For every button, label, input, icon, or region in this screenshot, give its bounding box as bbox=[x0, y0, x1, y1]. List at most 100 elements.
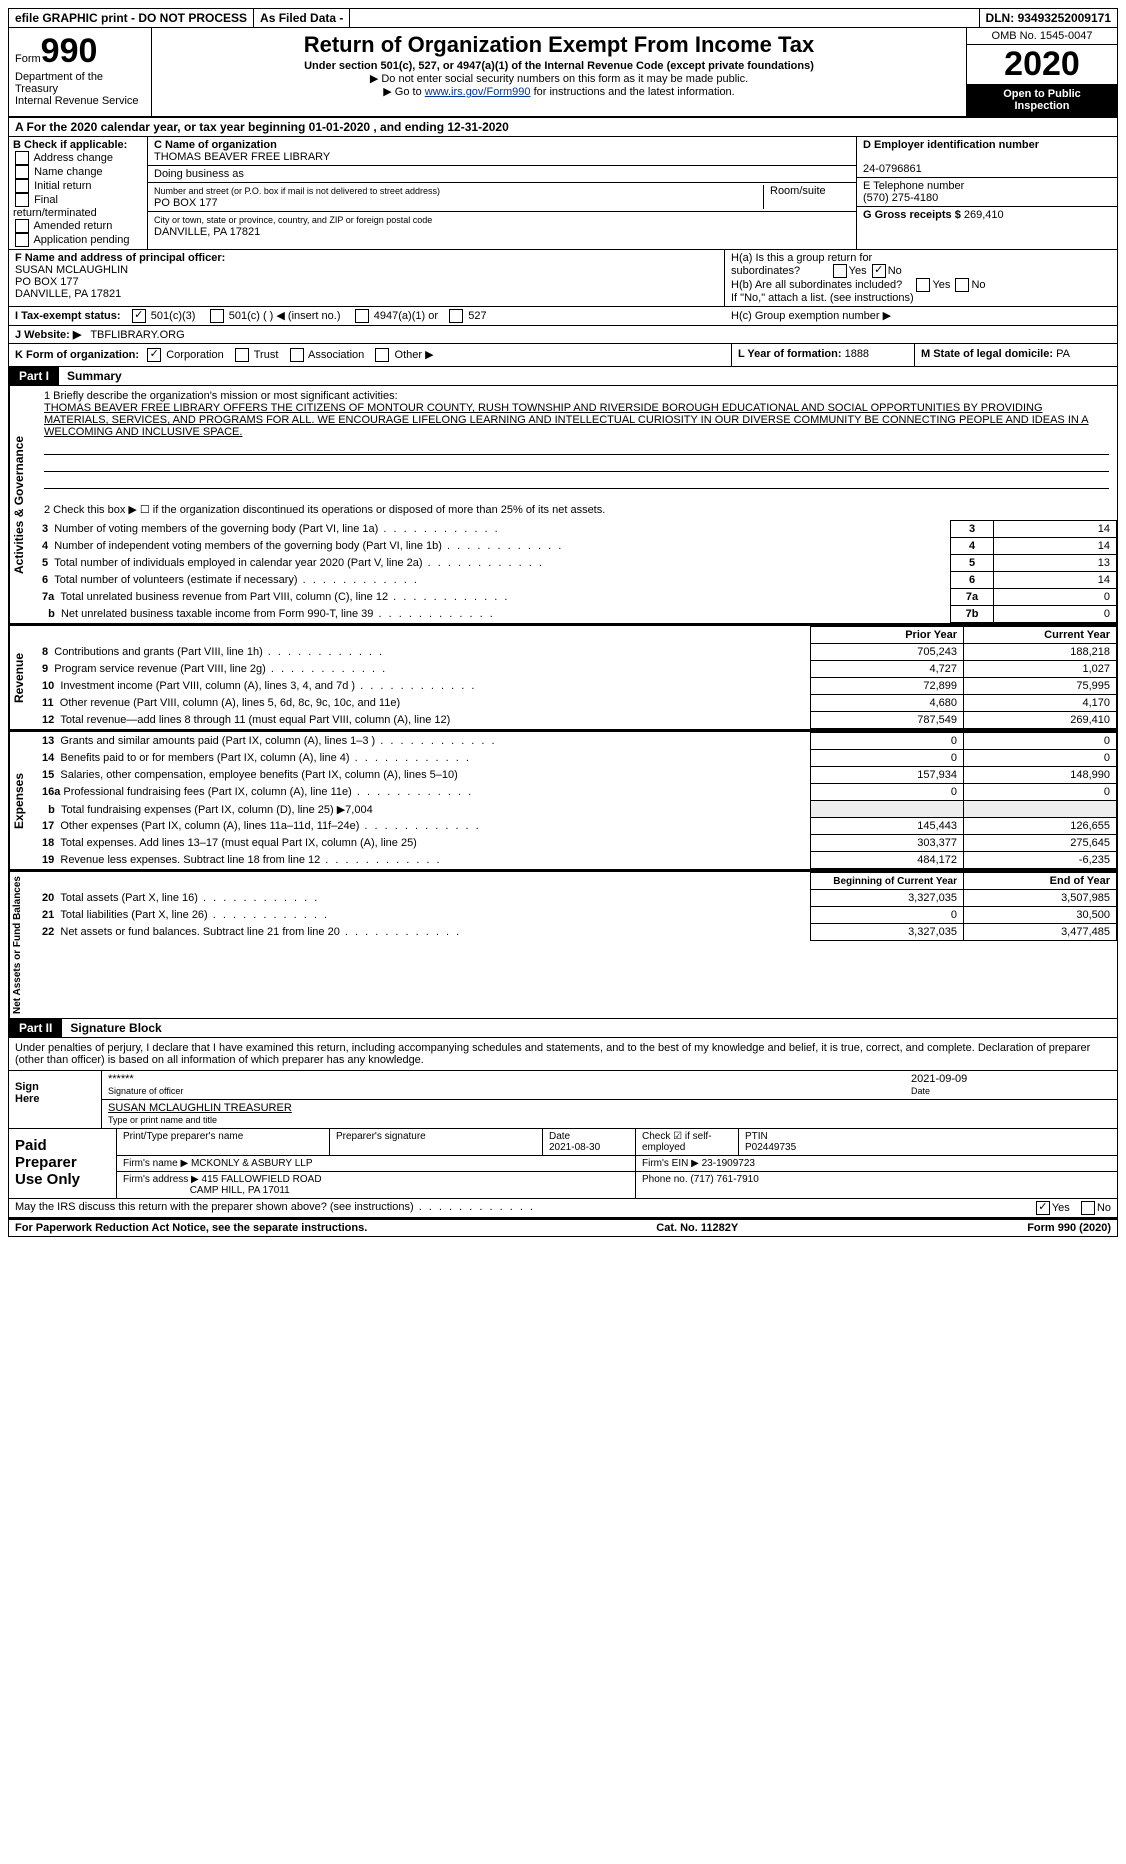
row-num: 22 bbox=[42, 926, 54, 938]
open1: Open to Public bbox=[1003, 88, 1081, 100]
row-num: 20 bbox=[42, 892, 54, 904]
row-num: 7a bbox=[42, 591, 54, 603]
line-m: M State of legal domicile: PA bbox=[915, 344, 1117, 366]
m-value: PA bbox=[1056, 348, 1070, 360]
dln-value: 93493252009171 bbox=[1018, 11, 1111, 25]
irs-link[interactable]: www.irs.gov/Form990 bbox=[425, 86, 531, 98]
sign-here-label: Sign Here bbox=[9, 1071, 102, 1128]
row-cy-grey bbox=[964, 801, 1117, 818]
row-box: 3 bbox=[951, 521, 994, 538]
row-num: 13 bbox=[42, 735, 54, 747]
box-g: G Gross receipts $ 269,410 bbox=[857, 207, 1117, 223]
l-value: 1888 bbox=[845, 348, 869, 360]
footer-mid: Cat. No. 11282Y bbox=[656, 1222, 738, 1234]
ptin-value: P02449735 bbox=[745, 1142, 796, 1153]
box-b: B Check if applicable: Address change Na… bbox=[9, 137, 148, 249]
footer: For Paperwork Reduction Act Notice, see … bbox=[8, 1218, 1118, 1237]
mission-text: THOMAS BEAVER FREE LIBRARY OFFERS THE CI… bbox=[44, 402, 1089, 438]
checkbox-icon[interactable] bbox=[15, 193, 29, 207]
form-note1: ▶ Do not enter social security numbers o… bbox=[158, 72, 960, 85]
row-py: 0 bbox=[811, 750, 964, 767]
l-label: L Year of formation: bbox=[738, 348, 842, 360]
net-assets-table: Beginning of Current YearEnd of Year 20 … bbox=[36, 872, 1117, 941]
checkbox-icon[interactable] bbox=[15, 233, 29, 247]
dln-label: DLN: bbox=[986, 11, 1015, 25]
fr3: (2020) bbox=[1076, 1222, 1111, 1234]
vlabel-governance: Activities & Governance bbox=[9, 386, 36, 623]
row-py: 787,549 bbox=[811, 712, 964, 729]
efile-label: efile GRAPHIC print - DO NOT PROCESS bbox=[9, 9, 254, 27]
entity-block: B Check if applicable: Address change Na… bbox=[8, 137, 1118, 250]
row-cy: 269,410 bbox=[964, 712, 1117, 729]
governance-table: 3 Number of voting members of the govern… bbox=[36, 520, 1117, 623]
checkbox-icon[interactable] bbox=[1081, 1201, 1095, 1215]
checkbox-icon[interactable] bbox=[916, 278, 930, 292]
checkbox-icon[interactable] bbox=[15, 179, 29, 193]
checkbox-icon[interactable] bbox=[15, 151, 29, 165]
checkbox-icon[interactable] bbox=[955, 278, 969, 292]
row-desc: Other revenue (Part VIII, column (A), li… bbox=[60, 697, 400, 709]
row-desc: Salaries, other compensation, employee b… bbox=[60, 769, 457, 781]
org-name: THOMAS BEAVER FREE LIBRARY bbox=[154, 151, 330, 163]
part1-title: Summary bbox=[59, 367, 130, 385]
checkbox-icon[interactable] bbox=[290, 348, 304, 362]
checkbox-icon[interactable] bbox=[355, 309, 369, 323]
officer-h-block: F Name and address of principal officer:… bbox=[8, 250, 1118, 307]
discuss-row: May the IRS discuss this return with the… bbox=[8, 1199, 1118, 1218]
checkbox-icon[interactable] bbox=[375, 348, 389, 362]
row-py: 484,172 bbox=[811, 852, 964, 869]
vlabel-netassets: Net Assets or Fund Balances bbox=[9, 872, 36, 1018]
checkbox-icon[interactable] bbox=[235, 348, 249, 362]
firm-phone-label: Phone no. bbox=[642, 1174, 688, 1185]
hb-label: H(b) Are all subordinates included? bbox=[731, 279, 902, 291]
gross-value: 269,410 bbox=[964, 209, 1004, 221]
officer-label: F Name and address of principal officer: bbox=[15, 252, 225, 264]
sig-officer-label: Signature of officer bbox=[108, 1086, 183, 1096]
checkbox-icon[interactable] bbox=[15, 165, 29, 179]
row-box: 5 bbox=[951, 555, 994, 572]
line-j: J Website: ▶ TBFLIBRARY.ORG bbox=[8, 326, 1118, 344]
no: No bbox=[971, 279, 985, 291]
checkbox-icon[interactable]: ✓ bbox=[1036, 1201, 1050, 1215]
yes: Yes bbox=[932, 279, 950, 291]
checkbox-icon[interactable] bbox=[210, 309, 224, 323]
dept1: Department of the Treasury bbox=[15, 71, 103, 95]
row-desc: Net assets or fund balances. Subtract li… bbox=[60, 926, 461, 938]
row-py: 0 bbox=[811, 784, 964, 801]
row-box: 7b bbox=[951, 606, 994, 623]
bocy-header: Beginning of Current Year bbox=[811, 873, 964, 890]
row-val: 14 bbox=[994, 538, 1117, 555]
revenue-table: Prior YearCurrent Year 8 Contributions a… bbox=[36, 626, 1117, 729]
officer-typed-name: SUSAN MCLAUGHLIN TREASURER bbox=[108, 1102, 292, 1114]
row-num: 8 bbox=[42, 646, 48, 658]
row-box: 4 bbox=[951, 538, 994, 555]
row-num: 9 bbox=[42, 663, 48, 675]
row-num: 3 bbox=[42, 523, 48, 535]
checkbox-icon[interactable]: ✓ bbox=[147, 348, 161, 362]
firm-addr2: CAMP HILL, PA 17011 bbox=[190, 1185, 290, 1196]
no: No bbox=[1097, 1202, 1111, 1214]
row-cy: 1,027 bbox=[964, 661, 1117, 678]
top-bar: efile GRAPHIC print - DO NOT PROCESS As … bbox=[8, 8, 1118, 28]
checkbox-icon[interactable] bbox=[833, 264, 847, 278]
row-desc: Revenue less expenses. Subtract line 18 … bbox=[60, 854, 441, 866]
paid-preparer-block: Paid Preparer Use Only Print/Type prepar… bbox=[8, 1129, 1118, 1199]
spacer bbox=[350, 9, 979, 27]
checkbox-icon[interactable] bbox=[449, 309, 463, 323]
discuss-text: May the IRS discuss this return with the… bbox=[15, 1201, 535, 1213]
dept2: Internal Revenue Service bbox=[15, 95, 139, 107]
part1-header: Part I Summary bbox=[8, 367, 1118, 386]
prep-date-label: Date bbox=[549, 1131, 570, 1142]
line-k: K Form of organization: ✓ Corporation Tr… bbox=[9, 344, 731, 366]
sign-here-block: Sign Here ****** Signature of officer 20… bbox=[8, 1070, 1118, 1129]
phone-value: (570) 275-4180 bbox=[863, 192, 938, 204]
checkbox-icon[interactable]: ✓ bbox=[132, 309, 146, 323]
checkbox-icon[interactable] bbox=[15, 219, 29, 233]
checkbox-icon[interactable]: ✓ bbox=[872, 264, 886, 278]
open-inspection: Open to Public Inspection bbox=[967, 84, 1117, 116]
row-num: 15 bbox=[42, 769, 54, 781]
open2: Inspection bbox=[1014, 100, 1069, 112]
header-center: Return of Organization Exempt From Incom… bbox=[152, 28, 966, 116]
row-num: 11 bbox=[42, 697, 54, 709]
omb-number: OMB No. 1545-0047 bbox=[967, 28, 1117, 45]
